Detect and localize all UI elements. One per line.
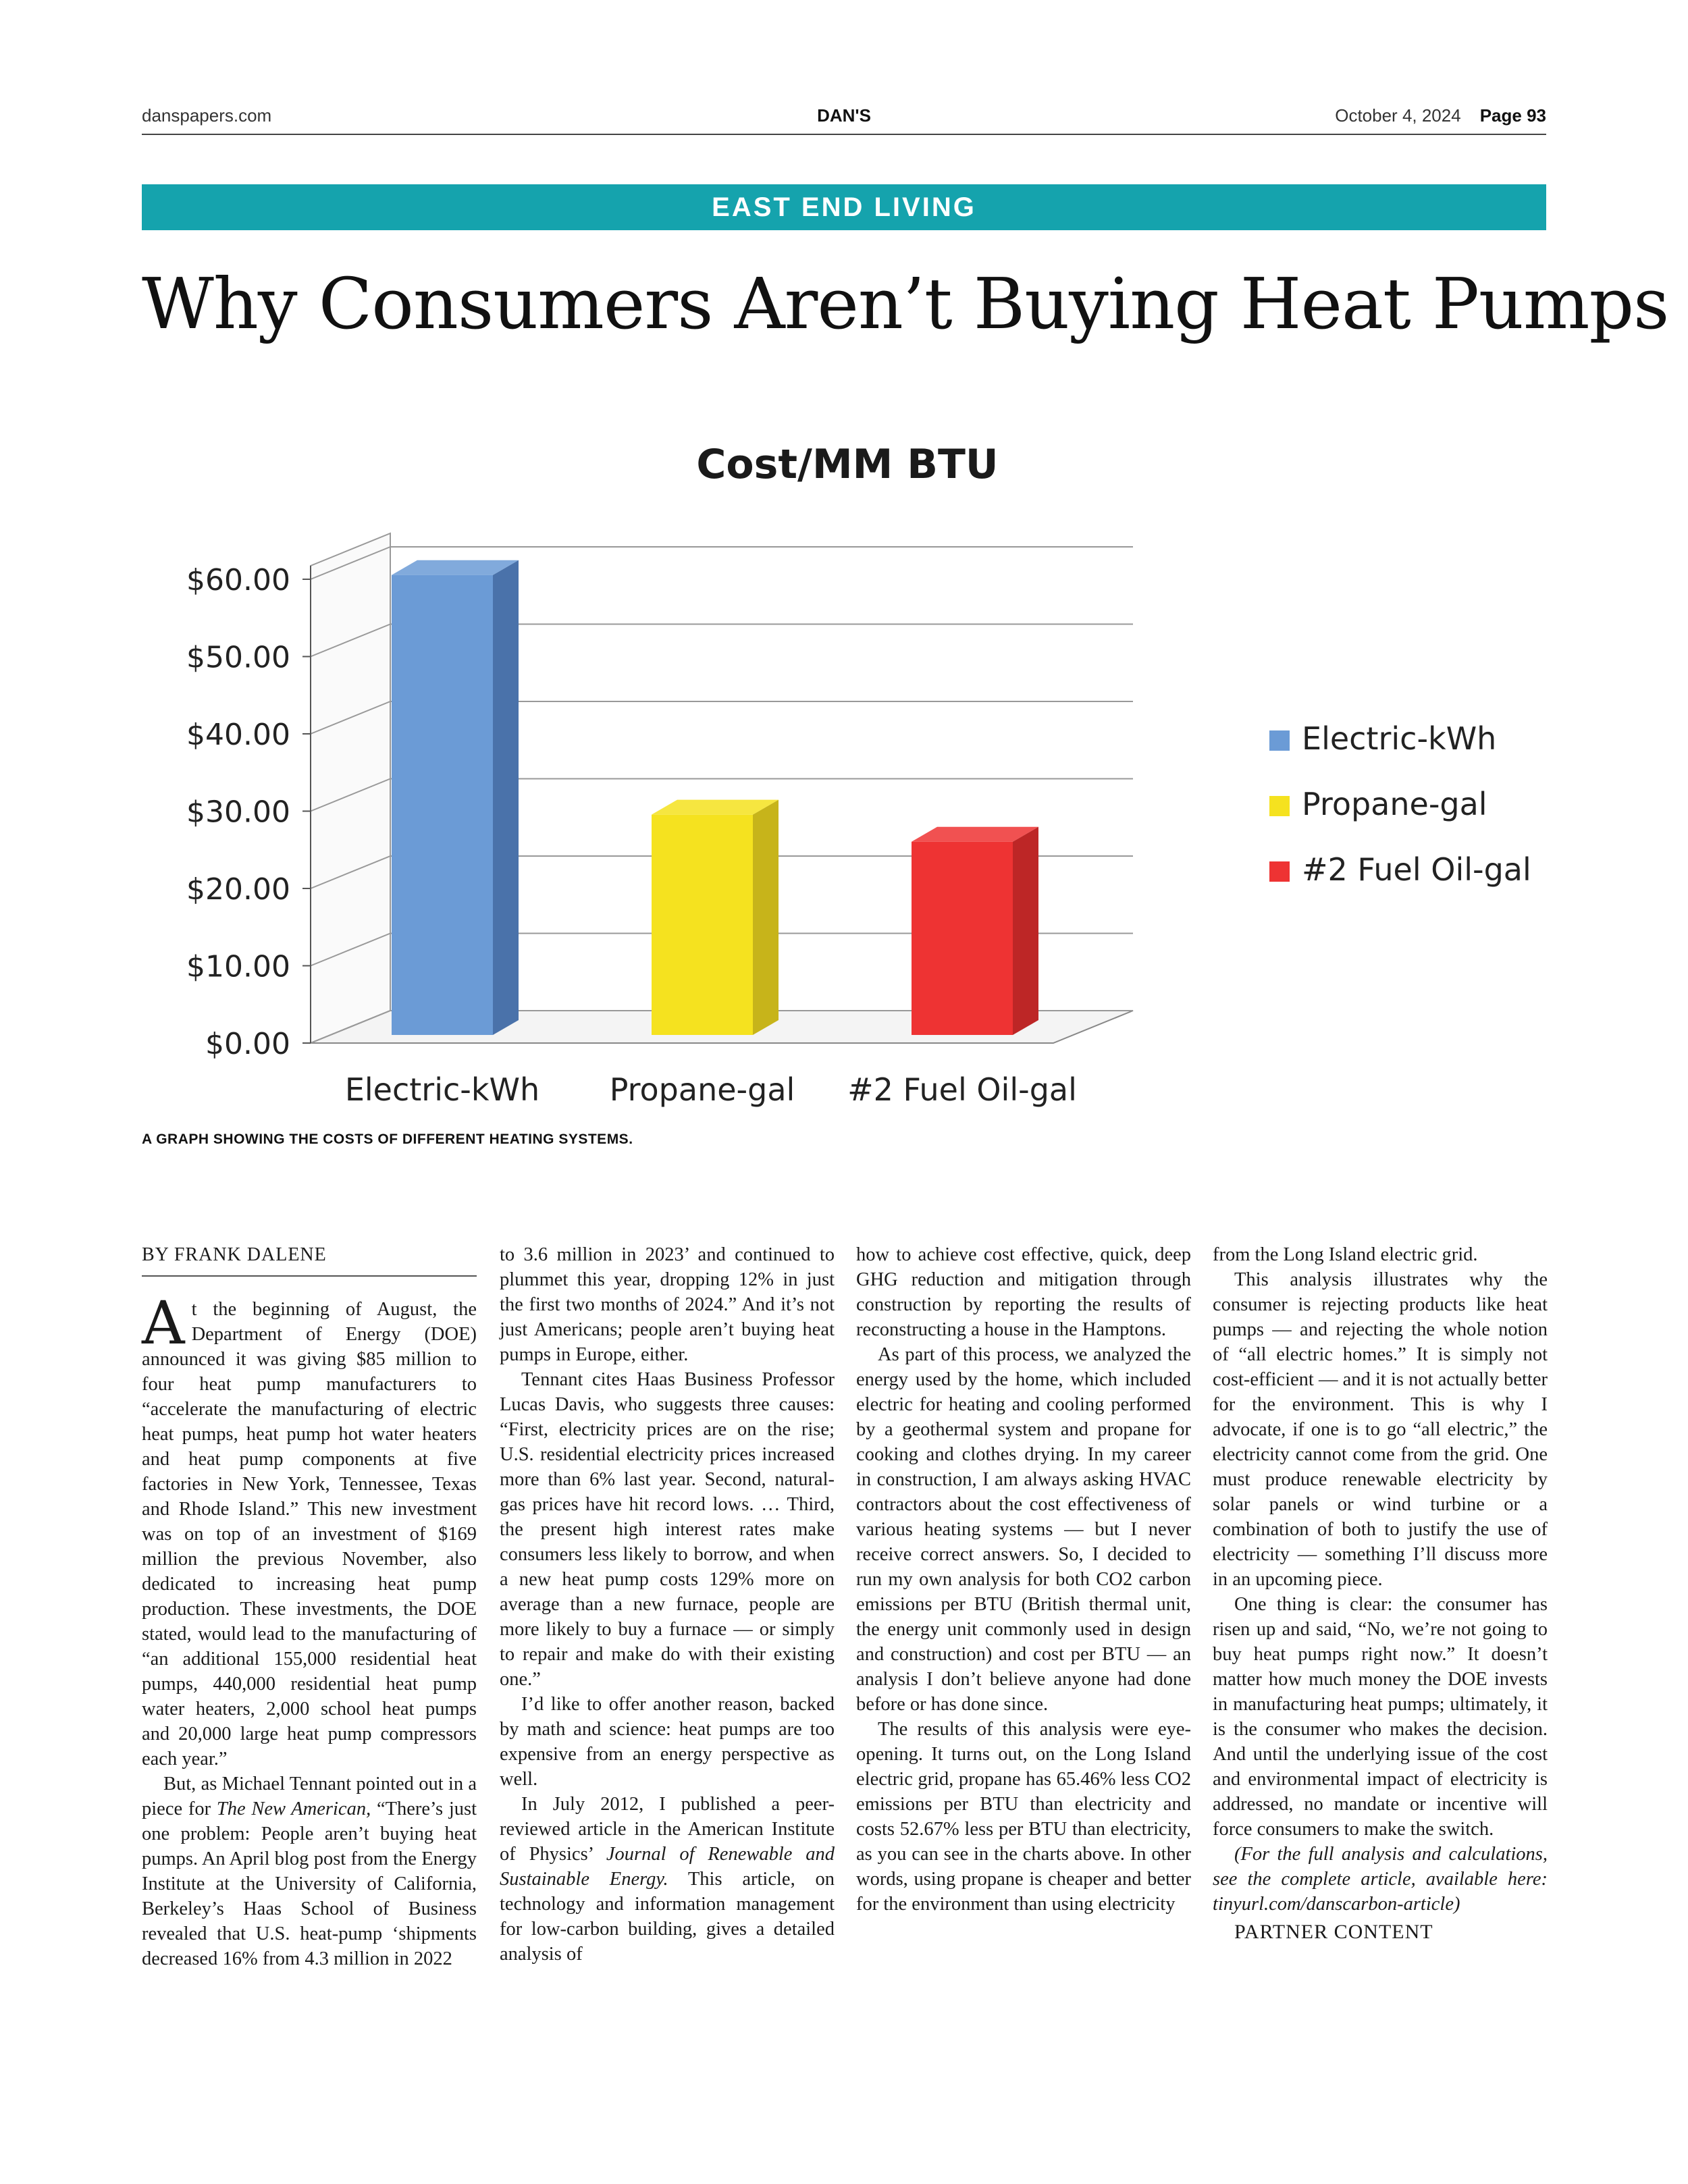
paragraph-2: But, as Michael Tennant pointed out in a… — [142, 1772, 477, 1971]
paragraph-9: The results of this analysis were eye-op… — [856, 1719, 1191, 1915]
bar-front — [652, 814, 753, 1035]
y-tick-label: $10.00 — [186, 950, 290, 984]
y-tick-label: $20.00 — [186, 872, 290, 907]
drop-cap: A — [142, 1288, 185, 1358]
publication-name: The New American, — [216, 1799, 371, 1819]
date-and-page: October 4, 2024 Page 93 — [1335, 105, 1546, 126]
bar-side — [1013, 826, 1038, 1035]
paragraph-6: In July 2012, I published a peer-reviewe… — [500, 1792, 835, 1967]
page-number: Page 93 — [1479, 105, 1546, 126]
headline: Why Consumers Aren’t Buying Heat Pumps — [142, 263, 1669, 345]
header-rule — [142, 134, 1546, 135]
bar-front — [392, 575, 493, 1035]
legend-label: #2 Fuel Oil-gal — [1302, 851, 1531, 888]
bar-top — [912, 826, 1038, 842]
gridline-side — [310, 855, 391, 889]
gridline-side — [310, 1010, 391, 1044]
gridline-side — [310, 932, 391, 967]
y-tick-label: $40.00 — [186, 718, 290, 752]
bar-side — [753, 799, 779, 1035]
paragraph-13: (For the full analysis and calculations,… — [1213, 1844, 1548, 1915]
paragraph-8: As part of this process, we analyzed the… — [856, 1344, 1191, 1715]
chart-caption: A GRAPH SHOWING THE COSTS OF DIFFERENT H… — [142, 1131, 633, 1147]
paragraph-11: This analysis illustrates why the consum… — [1213, 1269, 1548, 1590]
paragraph-6-text-b: This article, on technology and informat… — [500, 1869, 835, 1965]
paragraph-1-text: t the beginning of August, the Departmen… — [142, 1299, 477, 1769]
bar-top — [392, 560, 519, 575]
bar-front — [912, 841, 1013, 1035]
bar-top — [652, 799, 779, 815]
legend-label: Electric-kWh — [1302, 720, 1496, 757]
chart-title: Cost/MM BTU — [696, 441, 998, 488]
y-axis-ticks: $0.00 $10.00 $20.00 $30.00 $40.00 $50.00 $60.0… — [186, 563, 311, 1061]
cost-per-btu-chart: Cost/MM BTU $0.00 $10.00 $20.00 $30.00 $40.0… — [186, 441, 1531, 1108]
site-url: danspapers.com — [142, 105, 272, 126]
journal-name: Journal of Renewable and Sustainable Ene… — [500, 1844, 835, 1890]
article-column-3: how to achieve cost effective, quick, de… — [856, 1242, 1191, 1917]
section-banner: EAST END LIVING — [142, 184, 1546, 230]
byline: BY FRANK DALENE — [142, 1242, 477, 1277]
masthead: DAN'S — [817, 105, 871, 126]
gridline-side — [310, 701, 391, 735]
paragraph-5: I’d like to offer another reason, backed… — [500, 1694, 835, 1790]
x-axis-labels: Electric-kWh Propane-gal #2 Fuel Oil-gal — [345, 1071, 1077, 1108]
paragraph-12: One thing is clear: the consumer has ris… — [1213, 1594, 1548, 1840]
chart-bars — [392, 560, 1038, 1035]
bar-2 — [652, 799, 779, 1035]
paragraph-4: Tennant cites Haas Business Professor Lu… — [500, 1369, 835, 1690]
legend-swatch — [1269, 861, 1290, 882]
article-column-2: to 3.6 million in 2023’ and continued to… — [500, 1242, 835, 1967]
bar-3 — [912, 826, 1038, 1035]
gridline-side — [310, 546, 391, 580]
bar-1 — [392, 560, 519, 1035]
x-tick-label: #2 Fuel Oil-gal — [847, 1071, 1077, 1108]
y-tick-label: $60.00 — [186, 563, 290, 597]
y-tick-label: $30.00 — [186, 795, 290, 830]
x-tick-label: Electric-kWh — [345, 1071, 539, 1108]
legend-swatch — [1269, 730, 1290, 751]
gridline-side — [310, 623, 391, 658]
legend-label: Propane-gal — [1302, 786, 1487, 822]
partner-content-label: PARTNER CONTENT — [1234, 1921, 1433, 1943]
x-tick-label: Propane-gal — [610, 1071, 795, 1108]
paragraph-2-text-b: “There’s just one problem: People aren’t… — [142, 1799, 477, 1969]
y-tick-label: $50.00 — [186, 641, 290, 675]
paragraph-7: how to achieve cost effective, quick, de… — [856, 1244, 1191, 1340]
bar-side — [493, 560, 519, 1035]
y-tick-label: $0.00 — [205, 1027, 290, 1061]
paragraph-10: from the Long Island electric grid. — [1213, 1244, 1478, 1265]
paragraph-3: to 3.6 million in 2023’ and continued to… — [500, 1244, 835, 1365]
gridline-side — [310, 778, 391, 812]
issue-date: October 4, 2024 — [1335, 105, 1461, 126]
paragraph-6-text-a: In July 2012, I published a peer-reviewe… — [500, 1794, 835, 1865]
side-wall — [310, 532, 391, 1044]
article-column-4: from the Long Island electric grid. This… — [1213, 1242, 1548, 1944]
paragraph-2-text-a: But, as Michael Tennant pointed out in a… — [142, 1774, 477, 1819]
legend-swatch — [1269, 796, 1290, 816]
chart-legend: Electric-kWh Propane-gal #2 Fuel Oil-gal — [1269, 720, 1531, 888]
